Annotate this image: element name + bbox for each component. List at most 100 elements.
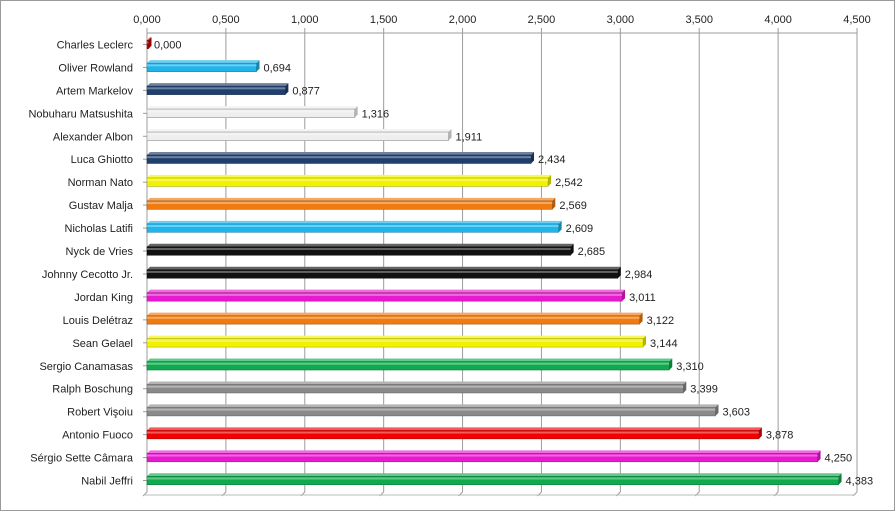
bar[interactable] (146, 430, 760, 440)
data-label: 3,878 (766, 430, 794, 442)
bar-highlight (147, 133, 449, 136)
x-tick-label: 2,000 (449, 14, 477, 26)
data-label: 2,685 (578, 246, 606, 258)
bar[interactable] (146, 269, 619, 279)
bar-highlight (147, 477, 839, 480)
bar[interactable] (146, 108, 356, 118)
bar-highlight (147, 64, 257, 67)
bar-top-face (147, 404, 719, 408)
bar-end-face (531, 151, 535, 164)
category-label: Robert Vişoiu (67, 407, 133, 419)
data-label: 3,011 (629, 292, 656, 304)
category-label: Johnny Cecotto Jr. (42, 269, 133, 281)
bar-highlight (147, 110, 355, 113)
bar-end-face (639, 312, 643, 325)
bar[interactable] (146, 292, 623, 302)
category-label: Nobuharu Matsushita (28, 108, 133, 120)
bar-top-face (147, 473, 842, 477)
data-label: 2,569 (559, 200, 587, 212)
bar-highlight (147, 362, 670, 365)
bar-top-face (147, 358, 673, 362)
bar-end-face (643, 335, 647, 348)
category-label: Nicholas Latifi (65, 223, 133, 235)
bar-highlight (147, 293, 623, 296)
bar-top-face (147, 174, 552, 178)
category-label: Sérgio Sette Câmara (30, 453, 134, 465)
bar-top-face (147, 220, 562, 224)
bar-top-face (147, 266, 621, 270)
data-label: 0,000 (154, 39, 182, 51)
category-label: Luca Ghiotto (71, 154, 133, 166)
bar[interactable] (146, 200, 553, 210)
bar[interactable] (146, 85, 286, 95)
x-tick-label: 4,500 (843, 14, 871, 26)
bar[interactable] (146, 131, 449, 141)
bar-highlight (147, 179, 549, 182)
bar-end-face (548, 174, 552, 187)
data-label: 3,144 (650, 338, 678, 350)
data-label: 3,399 (690, 384, 718, 396)
bar-highlight (147, 225, 559, 228)
category-label: Ralph Boschung (52, 384, 133, 396)
bar-top-face (147, 129, 452, 133)
bar-top-face (147, 381, 687, 385)
bar[interactable] (146, 62, 257, 72)
bar[interactable] (146, 177, 549, 187)
data-label: 0,877 (292, 85, 320, 97)
bar-top-face (147, 289, 626, 293)
category-label: Oliver Rowland (58, 62, 133, 74)
bar-top-face (147, 197, 556, 201)
category-label: Sean Gelael (72, 338, 133, 350)
bar-top-face (147, 335, 647, 339)
bar-highlight (147, 431, 759, 434)
bar[interactable] (146, 39, 149, 49)
data-label: 2,984 (625, 269, 653, 281)
bar-highlight (147, 247, 571, 250)
bar[interactable] (146, 223, 559, 233)
bar[interactable] (146, 154, 532, 164)
bar-top-face (147, 312, 643, 316)
data-label: 3,310 (676, 361, 704, 373)
data-label: 4,383 (846, 476, 874, 488)
bar-highlight (147, 41, 149, 44)
x-tick-label: 4,000 (764, 14, 792, 26)
bar[interactable] (146, 338, 644, 348)
bar-highlight (147, 316, 640, 319)
bar-highlight (147, 202, 553, 205)
category-label: Gustav Malja (69, 200, 134, 212)
category-label: Artem Markelov (56, 85, 134, 97)
bar-end-face (256, 60, 260, 72)
bar-end-face (817, 450, 821, 462)
bar-top-face (147, 83, 289, 87)
bar[interactable] (146, 246, 571, 256)
data-label: 3,122 (647, 315, 675, 327)
category-label: Nabil Jeffri (81, 476, 133, 488)
x-tick-label: 3,000 (607, 14, 635, 26)
category-label: Alexander Albon (53, 131, 133, 143)
x-tick-label: 3,500 (685, 14, 713, 26)
bar-top-face (147, 37, 152, 41)
bar-top-face (147, 60, 260, 64)
data-label: 0,694 (263, 62, 291, 74)
bar[interactable] (146, 315, 640, 325)
bar-top-face (147, 243, 574, 247)
bar[interactable] (146, 407, 716, 417)
bar-top-face (147, 106, 358, 110)
floor-tick-mark (142, 491, 148, 497)
category-label: Antonio Fuoco (62, 430, 133, 442)
bar-highlight (147, 156, 532, 159)
x-tick-label: 0,000 (133, 14, 161, 26)
bar-end-face (758, 427, 762, 439)
category-label: Norman Nato (68, 177, 133, 189)
bar[interactable] (146, 453, 818, 463)
bar[interactable] (146, 361, 670, 371)
bar[interactable] (146, 384, 684, 394)
bar-end-face (715, 404, 719, 416)
bar-highlight (147, 408, 716, 411)
bar[interactable] (146, 476, 839, 486)
bar-top-face (147, 450, 821, 454)
bar-highlight (147, 270, 618, 273)
data-label: 3,603 (722, 407, 750, 419)
data-label: 2,609 (566, 223, 594, 235)
